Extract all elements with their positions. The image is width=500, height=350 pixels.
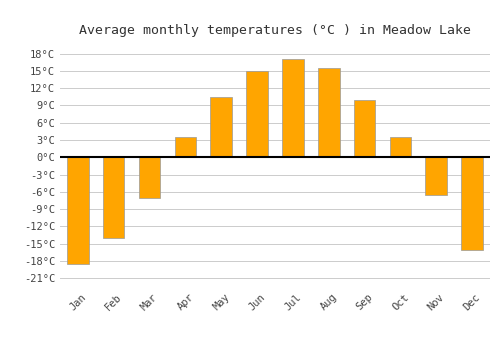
Bar (390, 137, 411, 157)
Title: Average monthly temperatures (°C ) in Meadow Lake: Average monthly temperatures (°C ) in Me… (79, 24, 471, 37)
Bar (139, 157, 160, 198)
Bar (426, 157, 447, 195)
Bar (462, 157, 483, 250)
Bar (246, 71, 268, 157)
Bar (354, 100, 376, 157)
Bar (282, 59, 304, 157)
Bar (174, 137, 196, 157)
Bar (67, 157, 88, 264)
Bar (103, 157, 124, 238)
Bar (210, 97, 232, 157)
Bar (318, 68, 340, 157)
